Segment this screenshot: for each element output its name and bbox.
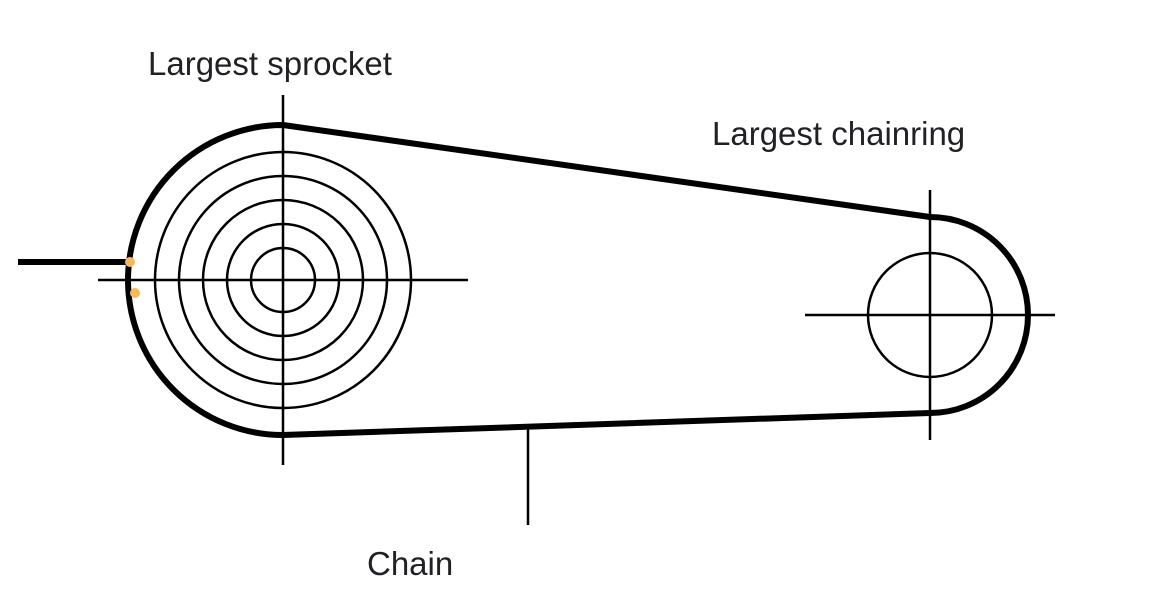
chain-sprocket-diagram — [0, 0, 1152, 595]
label-largest-chainring: Largest chainring — [712, 115, 965, 153]
label-largest-sprocket: Largest sprocket — [148, 45, 392, 83]
label-chain: Chain — [367, 545, 453, 583]
